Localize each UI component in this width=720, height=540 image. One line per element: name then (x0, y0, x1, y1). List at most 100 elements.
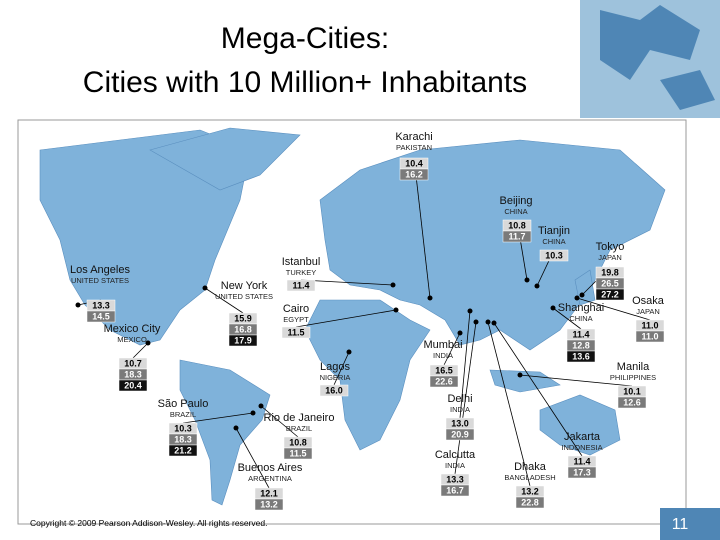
city-country: JAPAN (636, 307, 660, 316)
leader-line (333, 351, 350, 386)
value-text: 10.7 (124, 359, 142, 369)
city-country: NIGERIA (320, 373, 351, 382)
leader-line (182, 412, 254, 424)
city-country: INDIA (433, 351, 453, 360)
value-text: 21.2 (174, 446, 192, 456)
value-text: 27.2 (601, 290, 619, 300)
city-name: Dhaka (514, 461, 547, 473)
value-text: 11.4 (292, 281, 309, 291)
value-cell (539, 249, 569, 262)
value-text: 16.7 (446, 486, 464, 496)
city-name: Rio de Janeiro (264, 412, 335, 424)
value-text: 16.0 (325, 386, 343, 396)
value-cell (399, 168, 429, 181)
value-cell (118, 379, 148, 392)
value-text: 16.8 (234, 325, 252, 335)
value-text: 11.0 (641, 321, 658, 331)
value-cell (319, 384, 349, 397)
city-country: BRAZIL (286, 424, 312, 433)
city-name: Karachi (395, 131, 432, 143)
city-country: INDIA (450, 405, 470, 414)
leader-line (459, 310, 471, 419)
value-cell (86, 310, 116, 323)
value-cell (515, 496, 545, 509)
city-country: ARGENTINA (248, 474, 292, 483)
leader-line (235, 427, 270, 489)
leader-line (576, 297, 651, 321)
city-name: Tokyo (596, 241, 625, 253)
city-name: Cairo (283, 303, 309, 315)
leader-line (443, 332, 461, 366)
city-dot (145, 340, 151, 346)
title-line: Cities with 10 Million+ Inhabitants (83, 66, 527, 99)
leader-line (552, 307, 582, 330)
city-dot (517, 372, 523, 378)
value-cell (440, 484, 470, 497)
city-name: Mumbai (423, 339, 462, 351)
city-dot (427, 295, 433, 301)
leader-line (493, 322, 583, 457)
city-dot (250, 410, 256, 416)
value-text: 12.8 (572, 341, 590, 351)
value-cell (281, 326, 311, 339)
value-text: 11.0 (641, 332, 658, 342)
value-cell (286, 279, 316, 292)
city-dot (579, 292, 585, 298)
city-name: New York (221, 280, 268, 292)
value-text: 19.8 (601, 268, 619, 278)
leader-line (413, 157, 431, 299)
value-text: 20.9 (451, 430, 469, 440)
value-text: 11.5 (287, 328, 304, 338)
city-name: Manila (617, 361, 650, 373)
city-dot (467, 308, 473, 314)
value-text: 10.8 (508, 221, 526, 231)
city-name: Lagos (320, 361, 350, 373)
value-text: 11.7 (508, 232, 525, 242)
value-cell (429, 375, 459, 388)
city-country: CHINA (504, 207, 527, 216)
city-name: Shanghai (558, 302, 605, 314)
value-text: 13.3 (92, 301, 110, 311)
city-dot (574, 295, 580, 301)
city-country: INDIA (445, 461, 465, 470)
leader-line (295, 309, 397, 328)
value-text: 13.3 (446, 475, 464, 485)
city-country: MEXICO (117, 335, 147, 344)
value-text: 11.5 (289, 449, 306, 459)
leader-line (260, 405, 299, 438)
city-country: CHINA (569, 314, 592, 323)
city-country: BRAZIL (170, 410, 196, 419)
city-country: CHINA (542, 237, 565, 246)
value-text: 12.6 (623, 398, 641, 408)
value-text: 13.6 (572, 352, 590, 362)
city-dot (473, 319, 479, 325)
city-dot (491, 320, 497, 326)
value-text: 12.1 (260, 489, 278, 499)
value-text: 18.3 (174, 435, 192, 445)
city-dot (550, 305, 556, 311)
leader-line (519, 374, 633, 387)
city-country: UNITED STATES (71, 276, 129, 285)
city-name: Beijing (499, 195, 532, 207)
city-name: Calcutta (435, 449, 476, 461)
city-country: PHILIPPINES (610, 373, 656, 382)
city-dot (390, 282, 396, 288)
value-cell (168, 444, 198, 457)
leader-line (487, 321, 531, 487)
value-cell (228, 334, 258, 347)
city-name: Buenos Aires (238, 462, 303, 474)
value-text: 17.3 (573, 468, 591, 478)
city-dot (485, 319, 491, 325)
value-text: 10.1 (623, 387, 641, 397)
title-line: Mega-Cities: (221, 22, 389, 55)
value-text: 10.8 (289, 438, 307, 448)
city-country: BANGLADESH (504, 473, 555, 482)
value-text: 18.3 (124, 370, 142, 380)
city-dot (524, 277, 530, 283)
value-text: 10.3 (545, 251, 563, 261)
value-cell (617, 396, 647, 409)
value-text: 15.9 (234, 314, 252, 324)
city-dot (258, 403, 264, 409)
value-cell (566, 350, 596, 363)
